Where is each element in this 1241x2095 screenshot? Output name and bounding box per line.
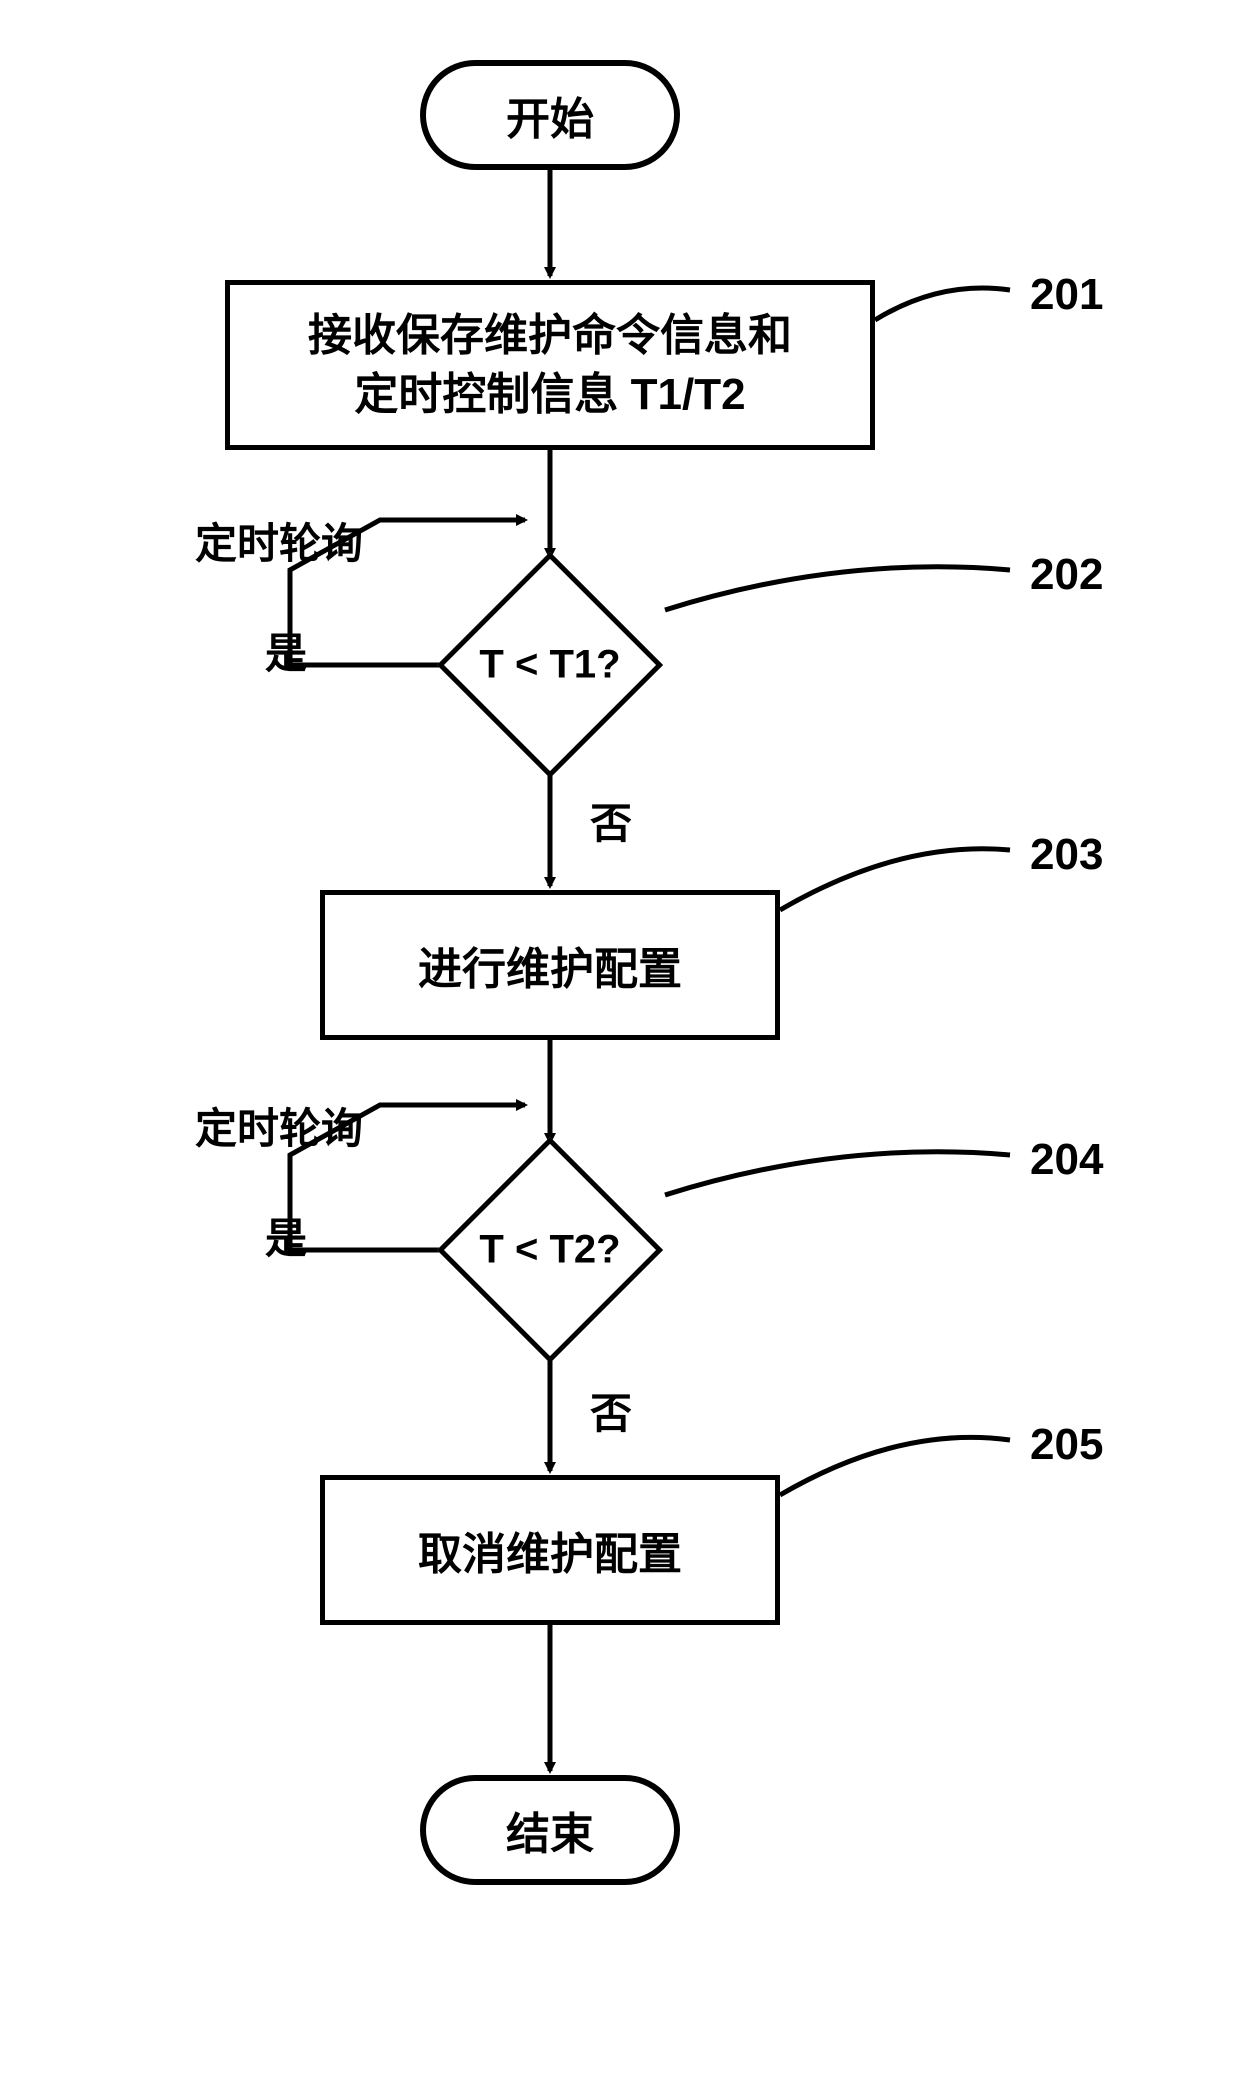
process-201: 接收保存维护命令信息和 定时控制信息 T1/T2: [225, 280, 875, 450]
start-label: 开始: [506, 83, 594, 147]
no-1-text: 否: [590, 800, 632, 847]
no-label-1: 否: [590, 790, 632, 851]
end-node: 结束: [420, 1775, 680, 1885]
decision-202: T < T1?: [470, 585, 630, 745]
d204-text: T < T2?: [479, 1228, 620, 1272]
start-node: 开始: [420, 60, 680, 170]
ref-201-text: 201: [1030, 270, 1103, 319]
poll-1-text: 定时轮询: [195, 520, 363, 567]
process-205-text: 取消维护配置: [418, 1518, 682, 1582]
ref-204: 204: [1030, 1135, 1103, 1185]
poll-2-text: 定时轮询: [195, 1105, 363, 1152]
yes-1-text: 是: [265, 630, 307, 677]
ref-202: 202: [1030, 550, 1103, 600]
yes-2-text: 是: [265, 1215, 307, 1262]
yes-label-1: 是: [265, 620, 307, 681]
flowchart-container: 开始 接收保存维护命令信息和 定时控制信息 T1/T2 201 定时轮询 是: [0, 0, 1241, 2095]
ref-201: 201: [1030, 270, 1103, 320]
ref-204-text: 204: [1030, 1135, 1103, 1184]
d202-text: T < T1?: [479, 643, 620, 687]
end-label: 结束: [506, 1798, 594, 1862]
process-205: 取消维护配置: [320, 1475, 780, 1625]
ref-203-text: 203: [1030, 830, 1103, 879]
no-2-text: 否: [590, 1390, 632, 1437]
yes-label-2: 是: [265, 1205, 307, 1266]
decision-202-text: T < T1?: [479, 643, 620, 688]
ref-205: 205: [1030, 1420, 1103, 1470]
no-label-2: 否: [590, 1380, 632, 1441]
poll-label-1: 定时轮询: [195, 510, 363, 571]
process-201-text: 接收保存维护命令信息和 定时控制信息 T1/T2: [308, 306, 792, 425]
ref-205-text: 205: [1030, 1420, 1103, 1469]
process-203-text: 进行维护配置: [418, 933, 682, 997]
process-203: 进行维护配置: [320, 890, 780, 1040]
ref-202-text: 202: [1030, 550, 1103, 599]
decision-204: T < T2?: [470, 1170, 630, 1330]
poll-label-2: 定时轮询: [195, 1095, 363, 1156]
decision-204-text: T < T2?: [479, 1228, 620, 1273]
ref-203: 203: [1030, 830, 1103, 880]
